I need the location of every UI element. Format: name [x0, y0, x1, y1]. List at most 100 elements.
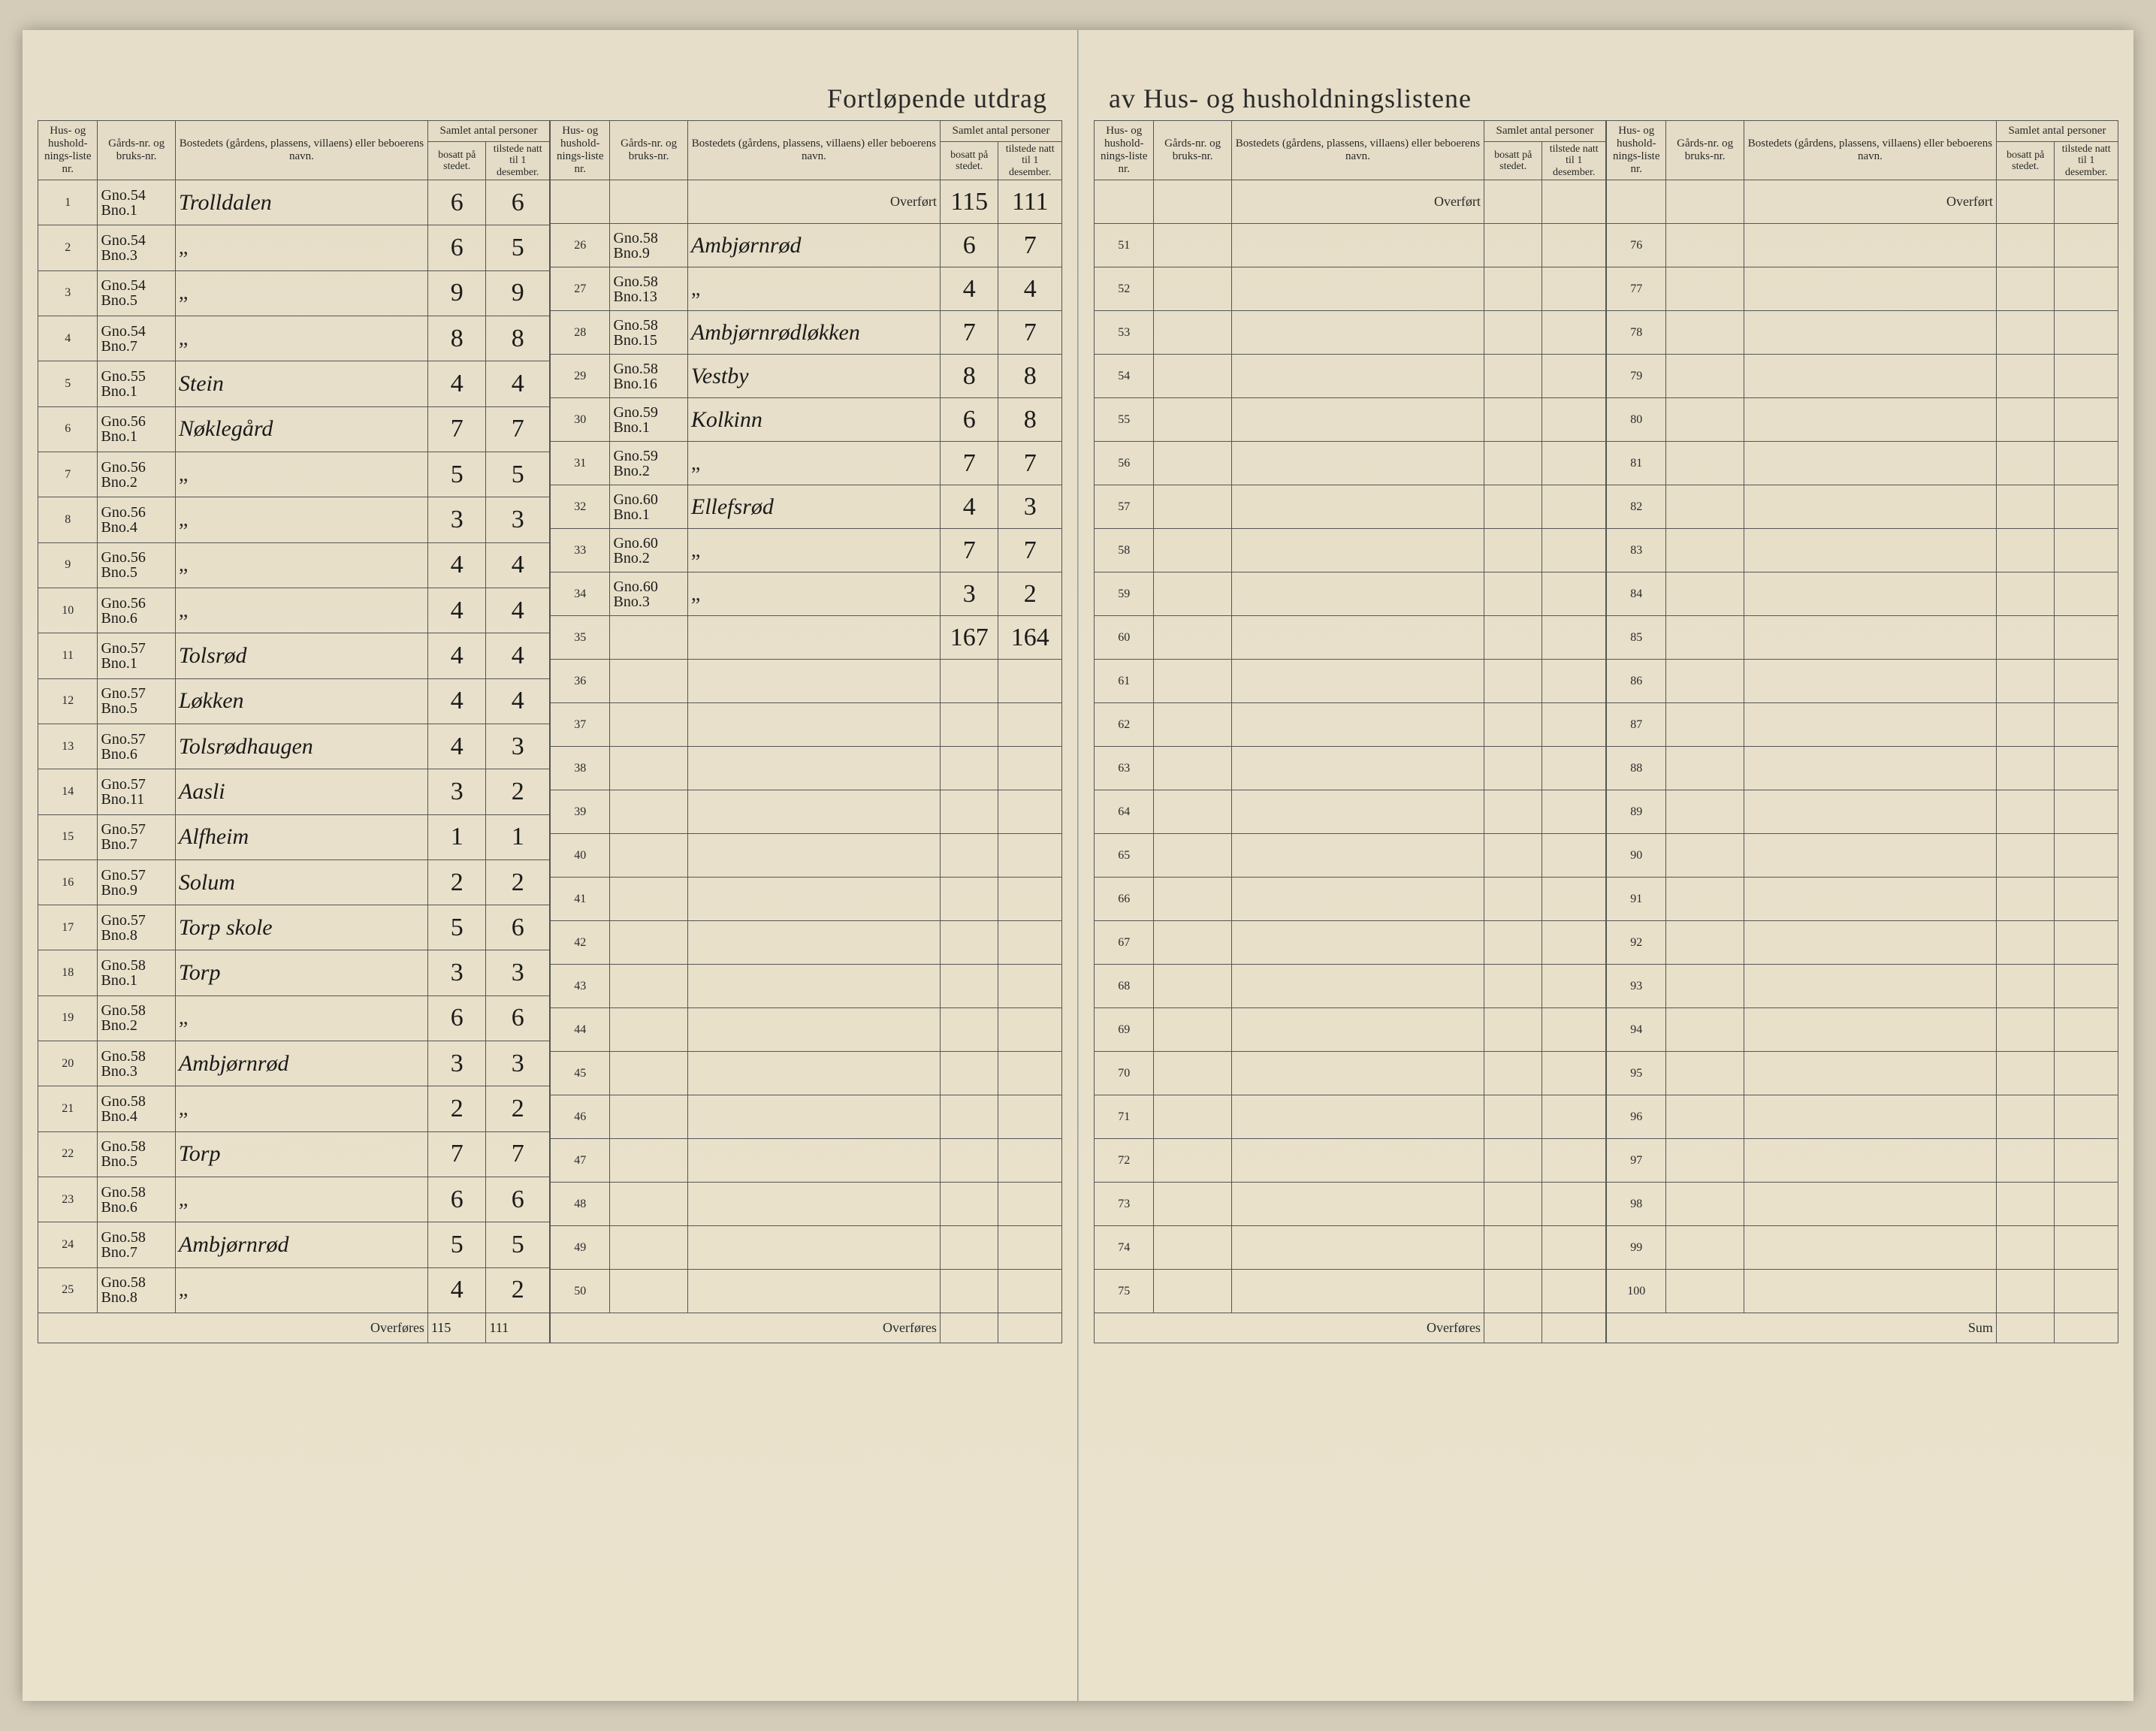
bosatt-cell: 3 — [427, 497, 486, 542]
row-number: 14 — [38, 769, 98, 814]
name-cell: Aasli — [175, 769, 427, 814]
row-number: 82 — [1607, 485, 1666, 529]
tilstede-cell: 4 — [486, 542, 550, 588]
gard-cell: Gno.60Bno.3 — [610, 572, 687, 616]
table-row: 61 — [1095, 660, 1606, 703]
gard-cell: Gno.58Bno.2 — [98, 995, 175, 1041]
title-right: av Hus- og husholdningslistene — [1109, 83, 1472, 114]
row-number: 45 — [551, 1052, 610, 1095]
tilstede-cell: 7 — [998, 224, 1062, 267]
table-row: 36 — [551, 660, 1062, 703]
table-row: 98 — [1607, 1183, 2118, 1226]
document-spread: Fortløpende utdrag Hus- og hushold-nings… — [23, 30, 2133, 1701]
tilstede-cell: 9 — [486, 270, 550, 316]
table-row: 58 — [1095, 529, 1606, 572]
overfort-label: Overført — [687, 180, 940, 224]
name-cell: Solum — [175, 859, 427, 905]
overfores-label: Overføres — [38, 1313, 428, 1343]
overfores-label: Overføres — [1095, 1313, 1484, 1343]
table-row: 42 — [551, 921, 1062, 965]
table-row: 19Gno.58Bno.2„66 — [38, 995, 550, 1041]
row-number: 55 — [1095, 398, 1154, 442]
table-row: 13Gno.57Bno.6Tolsrødhaugen43 — [38, 724, 550, 769]
gard-cell: Gno.58Bno.1 — [98, 950, 175, 995]
hdr-tilstede: tilstede natt til 1 desember. — [1542, 142, 1606, 180]
gard-cell: Gno.58Bno.7 — [98, 1222, 175, 1267]
row-number: 13 — [38, 724, 98, 769]
tilstede-cell: 4 — [486, 588, 550, 633]
bosatt-cell: 6 — [427, 180, 486, 225]
table-row: 16Gno.57Bno.9Solum22 — [38, 859, 550, 905]
table-row: 64 — [1095, 790, 1606, 834]
name-cell: „ — [687, 442, 940, 485]
name-cell: Ambjørnrød — [175, 1041, 427, 1086]
name-cell — [687, 616, 940, 660]
gard-cell: Gno.58Bno.9 — [610, 224, 687, 267]
row-number: 57 — [1095, 485, 1154, 529]
bosatt-cell: 4 — [427, 542, 486, 588]
row-number: 5 — [38, 361, 98, 406]
table-row: 47 — [551, 1139, 1062, 1183]
gard-cell: Gno.56Bno.6 — [98, 588, 175, 633]
tilstede-cell: 1 — [486, 814, 550, 859]
table-row: 48 — [551, 1183, 1062, 1226]
bosatt-cell: 7 — [940, 529, 998, 572]
tilstede-cell: 2 — [486, 859, 550, 905]
row-number: 15 — [38, 814, 98, 859]
table-row: 7Gno.56Bno.2„55 — [38, 452, 550, 497]
row-number: 66 — [1095, 878, 1154, 921]
row-number: 63 — [1095, 747, 1154, 790]
table-row: 29Gno.58Bno.16Vestby88 — [551, 355, 1062, 398]
overfores-label: Overføres — [551, 1313, 941, 1343]
row-number: 98 — [1607, 1183, 1666, 1226]
row-number: 81 — [1607, 442, 1666, 485]
row-number: 6 — [38, 406, 98, 452]
table-row: 21Gno.58Bno.4„22 — [38, 1086, 550, 1131]
tilstede-cell: 6 — [486, 995, 550, 1041]
gard-cell: Gno.60Bno.1 — [610, 485, 687, 529]
tilstede-cell: 7 — [998, 529, 1062, 572]
name-cell: Torp skole — [175, 905, 427, 950]
table-row: 76 — [1607, 224, 2118, 267]
row-number: 44 — [551, 1008, 610, 1052]
gard-cell: Gno.55Bno.1 — [98, 361, 175, 406]
name-cell: Løkken — [175, 678, 427, 724]
name-cell: „ — [175, 1177, 427, 1222]
table-row: 92 — [1607, 921, 2118, 965]
tilstede-cell: 4 — [486, 633, 550, 678]
tilstede-cell: 2 — [486, 1267, 550, 1313]
row-number: 22 — [38, 1131, 98, 1177]
row-number: 61 — [1095, 660, 1154, 703]
row-number: 71 — [1095, 1095, 1154, 1139]
tilstede-cell: 3 — [486, 497, 550, 542]
sum-label: Sum — [1607, 1313, 1997, 1343]
row-number: 89 — [1607, 790, 1666, 834]
table-row: 1Gno.54Bno.1Trolldalen66 — [38, 180, 550, 225]
overfort-b: 115 — [940, 180, 998, 224]
row-number: 24 — [38, 1222, 98, 1267]
row-number: 74 — [1095, 1226, 1154, 1270]
row-number: 3 — [38, 270, 98, 316]
table-row: 25Gno.58Bno.8„42 — [38, 1267, 550, 1313]
bosatt-cell: 7 — [427, 406, 486, 452]
table-row: 34Gno.60Bno.3„32 — [551, 572, 1062, 616]
row-number: 52 — [1095, 267, 1154, 311]
row-number: 49 — [551, 1226, 610, 1270]
overfores-t: 111 — [486, 1313, 550, 1343]
row-number: 60 — [1095, 616, 1154, 660]
row-number: 62 — [1095, 703, 1154, 747]
name-cell: „ — [175, 995, 427, 1041]
bosatt-cell: 4 — [427, 588, 486, 633]
row-number: 86 — [1607, 660, 1666, 703]
table-row: 70 — [1095, 1052, 1606, 1095]
hdr-bosted: Bostedets (gårdens, plassens, villaens) … — [175, 121, 427, 180]
name-cell: Torp — [175, 1131, 427, 1177]
overfort-row: Overført — [1095, 180, 1606, 224]
table-row: 93 — [1607, 965, 2118, 1008]
table-row: 88 — [1607, 747, 2118, 790]
gard-cell: Gno.58Bno.13 — [610, 267, 687, 311]
name-cell: „ — [175, 1267, 427, 1313]
table-row: 78 — [1607, 311, 2118, 355]
ledger-col-d: Hus- og hushold-nings-liste nr. Gårds-nr… — [1606, 120, 2118, 1343]
name-cell: „ — [687, 572, 940, 616]
